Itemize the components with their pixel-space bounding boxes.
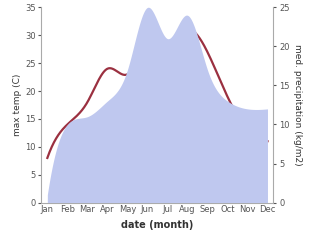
Y-axis label: med. precipitation (kg/m2): med. precipitation (kg/m2) <box>293 44 302 166</box>
X-axis label: date (month): date (month) <box>121 220 194 230</box>
Y-axis label: max temp (C): max temp (C) <box>13 74 22 136</box>
